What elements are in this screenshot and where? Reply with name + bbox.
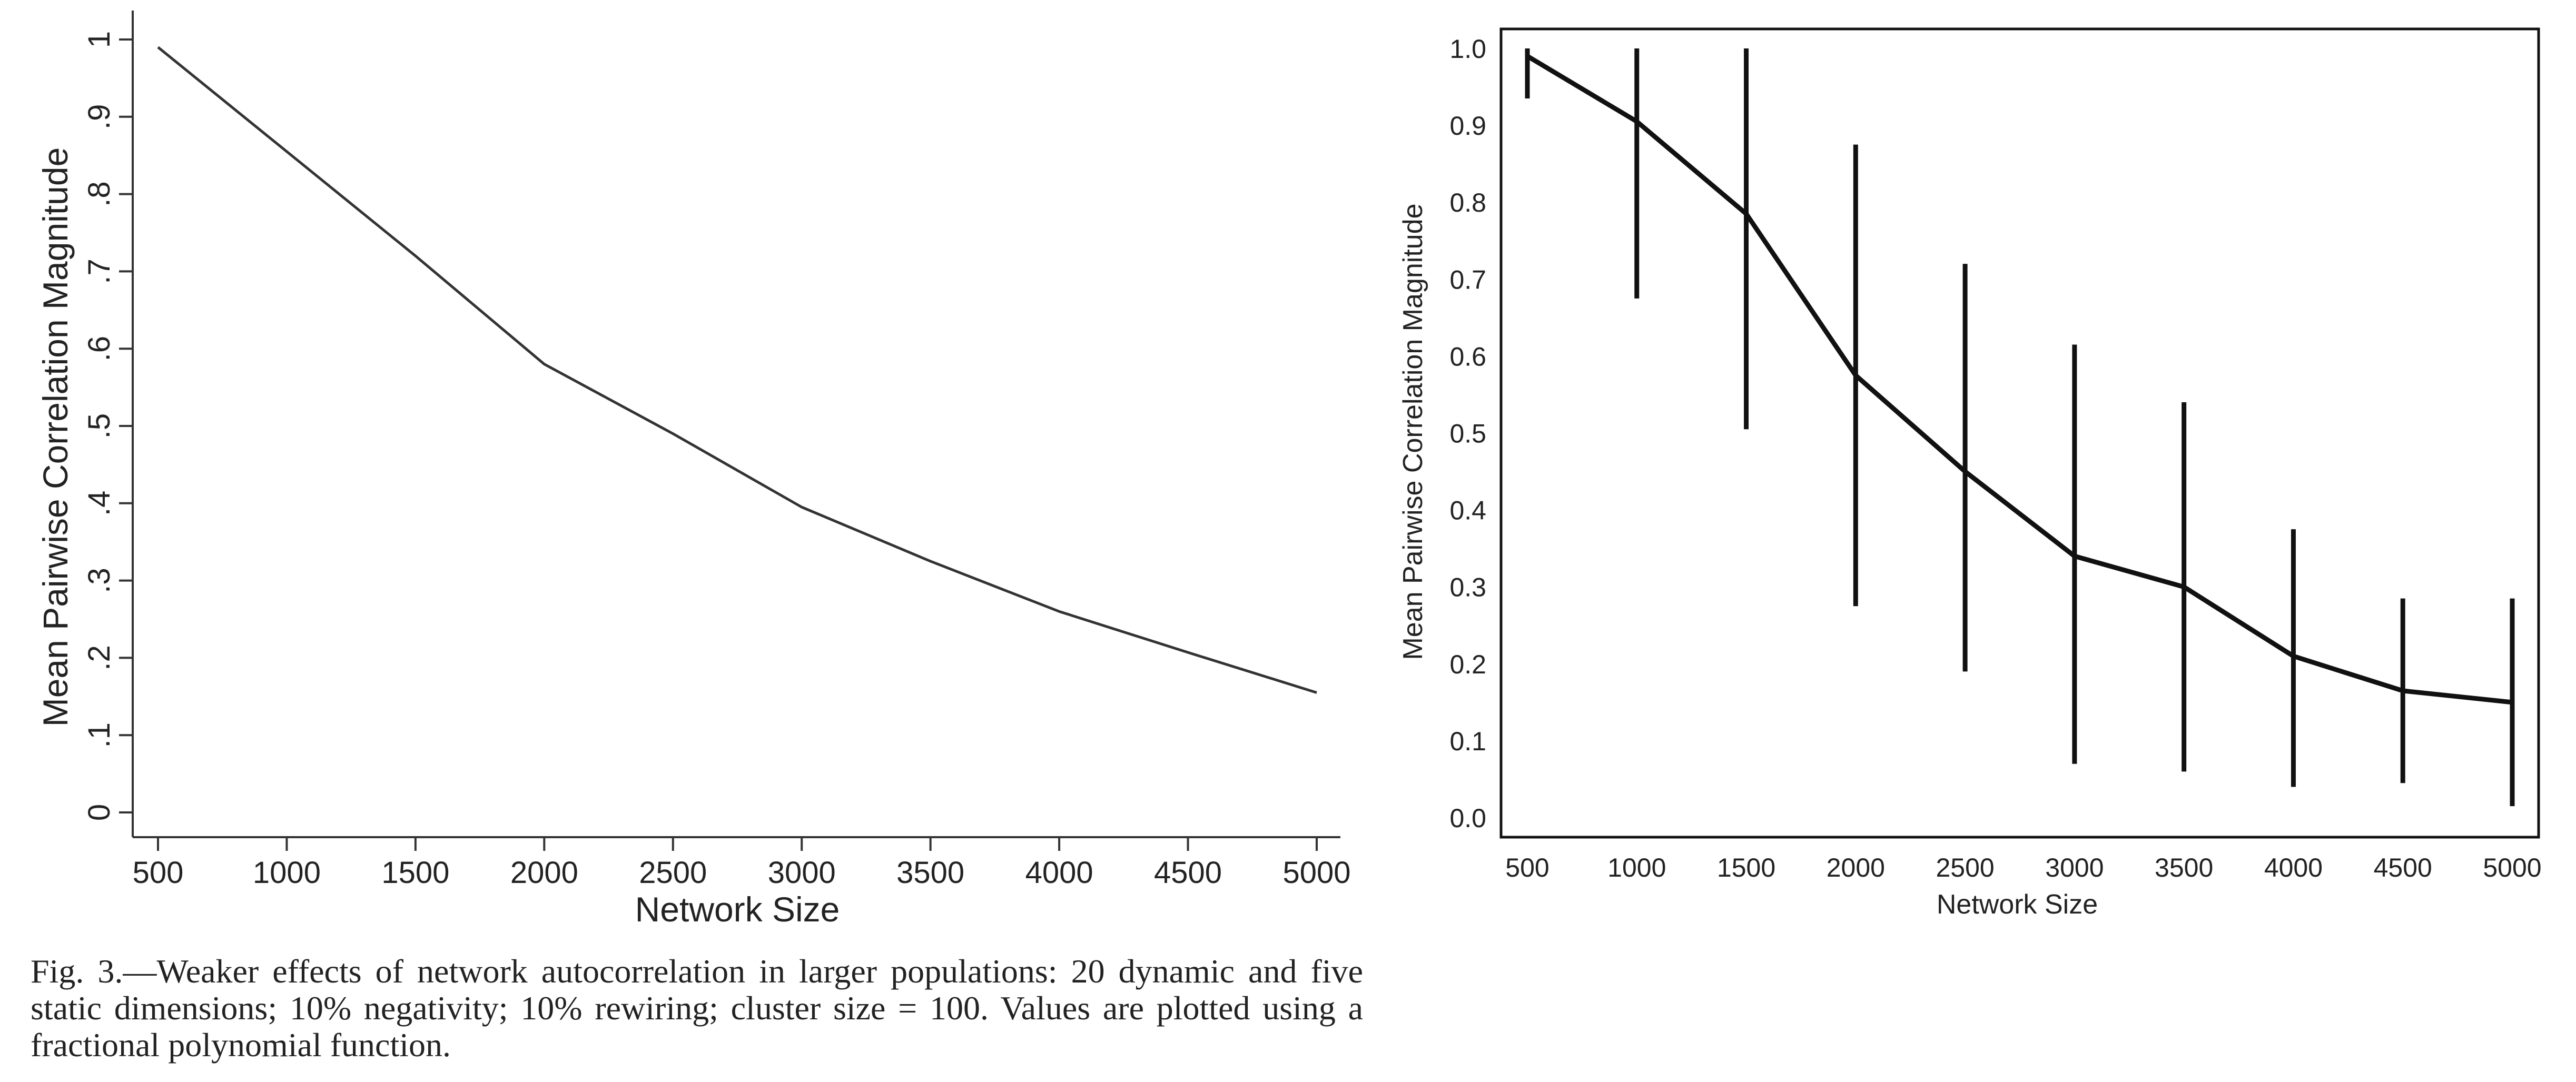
right-y-tick-label: 0.8 (1449, 188, 1486, 217)
right-x-tick-label: 1500 (1717, 853, 1775, 882)
left-x-tick-label: 3500 (896, 856, 964, 890)
left-y-tick-label: .1 (82, 722, 116, 748)
left-series (157, 46, 1317, 694)
right-y-axis-label: Mean Pairwise Correlation Magnitude (1398, 203, 1428, 660)
right-x-tick-label: 3500 (2155, 853, 2213, 882)
left-y-tick-label: .8 (82, 181, 116, 206)
right-x-axis-label: Network Size (1937, 889, 2098, 920)
right-x-tick-label: 2500 (1936, 853, 1994, 882)
left-y-tick-label: .9 (82, 104, 116, 130)
left-x-tick-label: 2500 (639, 856, 707, 890)
right-y-tick-label: 0.4 (1449, 496, 1486, 525)
left-y-tick-label: .3 (82, 568, 116, 593)
left-x-tick-label: 4000 (1025, 856, 1093, 890)
left-x-axis-label: Network Size (635, 890, 840, 929)
right-x-tick-label: 3000 (2045, 853, 2104, 882)
right-y-tick-label: 1.0 (1449, 34, 1486, 64)
right-y-tick-label: 0.3 (1449, 573, 1486, 602)
right-y-tick-label: 0.1 (1449, 727, 1486, 756)
left-y-tick-label: .4 (82, 491, 116, 516)
right-series-line (1526, 54, 2513, 705)
left-x-tick-label: 2000 (510, 856, 578, 890)
right-y-tick-label: 0.9 (1449, 111, 1486, 141)
left-x-tick-label: 3000 (768, 856, 836, 890)
right-y-tick-label: 0.6 (1449, 342, 1486, 371)
right-y-tick-label: 0.5 (1449, 419, 1486, 449)
left-y-tick-label: 1 (82, 31, 116, 48)
left-y-tick-label: .7 (82, 259, 116, 284)
right-y-tick-label: 0.7 (1449, 265, 1486, 294)
left-x-tick-label: 4500 (1154, 856, 1222, 890)
left-y-tick-label: .2 (82, 645, 116, 670)
right-x-tick-label: 4000 (2264, 853, 2323, 882)
right-plot-frame (1499, 27, 2540, 839)
left-y-tick-label: 0 (82, 804, 116, 821)
figure-caption: Fig. 3.—Weaker effects of network autoco… (31, 952, 1363, 1064)
right-x-tick-label: 1000 (1607, 853, 1666, 882)
left-x-tick-label: 5000 (1282, 856, 1350, 890)
right-y-tick-label: 0.0 (1449, 803, 1486, 833)
left-y-tick-label: .5 (82, 413, 116, 439)
right-chart: 0.0 0.1 0.2 0.3 0.4 0.5 0.6 0.7 0.8 0.9 1.0 500 1000… (1398, 27, 2542, 920)
right-series (1525, 48, 2515, 807)
right-x-tick-label: 5000 (2483, 853, 2541, 882)
left-y-axis-label: Mean Pairwise Correlation Magnitude (36, 147, 75, 727)
right-x-tick-label: 2000 (1827, 853, 1885, 882)
left-series-line (157, 46, 1317, 694)
right-x-tick-label: 500 (1505, 853, 1549, 882)
left-x-tick-label: 1500 (381, 856, 449, 890)
right-y-tick-label: 0.2 (1449, 650, 1486, 679)
left-x-tick-label: 500 (133, 856, 184, 890)
right-axes: 0.0 0.1 0.2 0.3 0.4 0.5 0.6 0.7 0.8 0.9 1.0 500 1000… (1449, 27, 2542, 882)
right-x-tick-label: 4500 (2374, 853, 2432, 882)
left-x-tick-label: 1000 (253, 856, 321, 890)
left-y-tick-label: .6 (82, 336, 116, 361)
